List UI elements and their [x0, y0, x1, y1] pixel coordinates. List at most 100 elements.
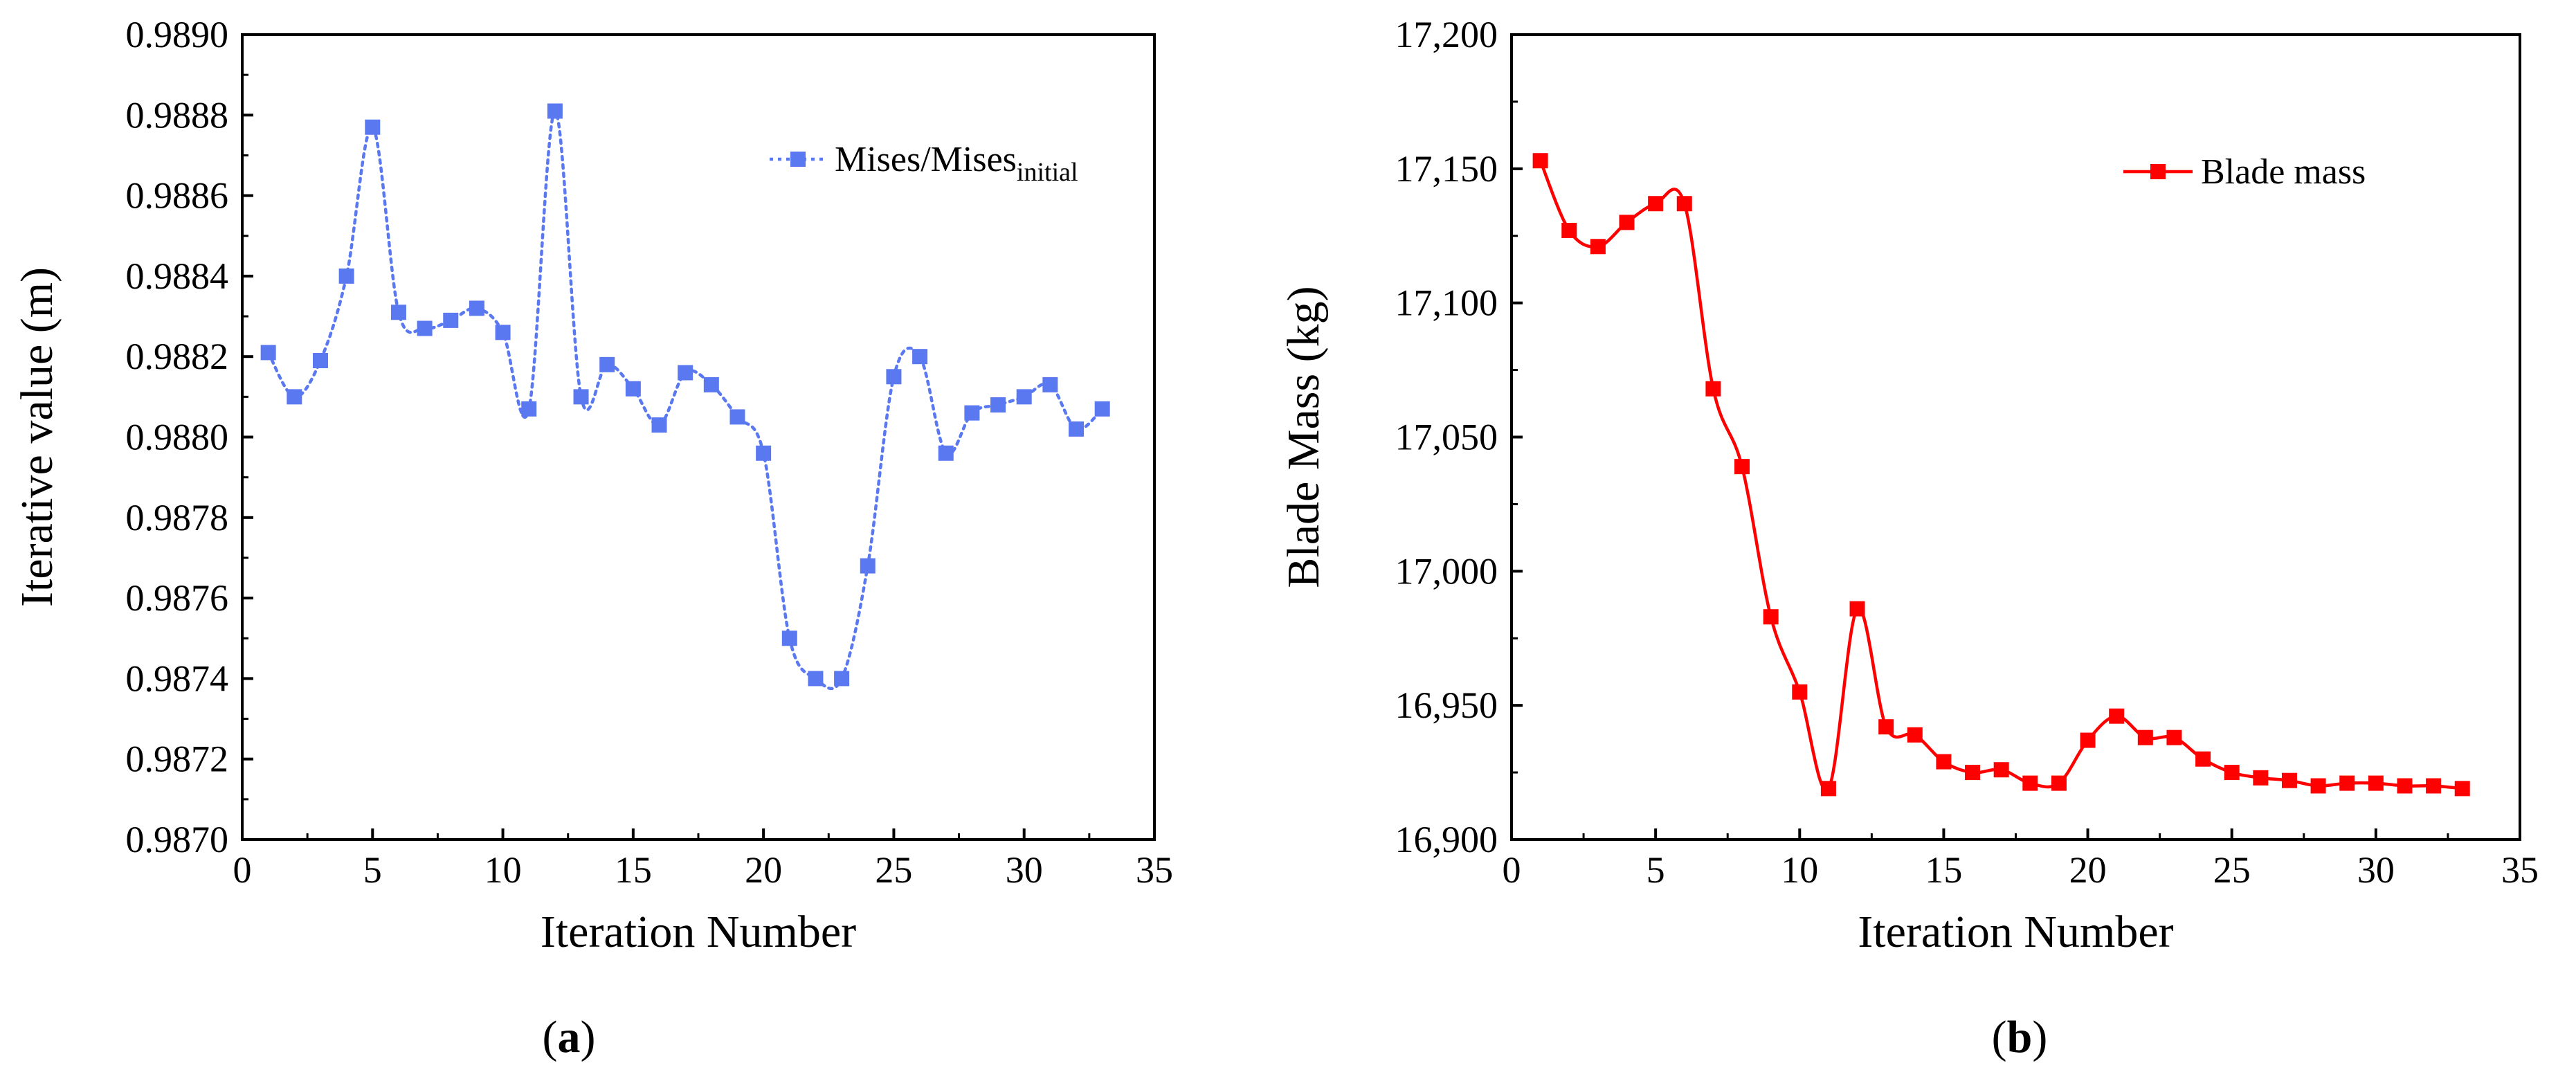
data-point: [599, 356, 615, 372]
data-point: [287, 389, 302, 405]
data-point: [1042, 377, 1058, 392]
data-point: [1849, 601, 1865, 617]
data-point: [964, 405, 980, 421]
data-point: [1619, 215, 1635, 230]
data-point: [443, 312, 459, 328]
data-point: [860, 558, 876, 574]
panel-label: (a): [543, 1012, 596, 1062]
legend-name: Blade mass: [2201, 152, 2366, 192]
data-point: [1993, 762, 2009, 778]
data-point: [886, 369, 902, 385]
data-point: [1590, 239, 1606, 255]
legend-label: Blade mass: [2201, 152, 2366, 192]
data-point: [1878, 719, 1894, 735]
data-point: [2051, 775, 2067, 791]
x-axis-label: Iteration Number: [541, 907, 856, 957]
data-point: [1094, 401, 1110, 417]
y-tick-label: 17,050: [1395, 417, 1498, 458]
data-point: [547, 103, 563, 119]
legend-name: Mises/Mises: [835, 140, 1017, 179]
data-point: [2368, 775, 2384, 791]
data-point: [729, 409, 745, 425]
y-tick-label: 0.9878: [126, 497, 229, 538]
panel-label-close: ): [2032, 1012, 2047, 1062]
data-point: [469, 300, 484, 316]
data-point: [2224, 765, 2240, 781]
data-point: [495, 325, 511, 341]
y-tick-label: 0.9888: [126, 94, 229, 136]
data-point: [2080, 732, 2096, 748]
panel-label: (b): [1992, 1012, 2048, 1062]
x-tick-label: 25: [875, 849, 912, 891]
data-point: [2195, 751, 2211, 767]
x-tick-label: 25: [2213, 849, 2251, 891]
y-tick-label: 17,000: [1395, 550, 1498, 592]
data-point: [365, 119, 381, 135]
x-axis-label: Iteration Number: [1858, 907, 2173, 957]
plot-frame: [1510, 33, 2521, 841]
data-point: [1763, 609, 1779, 625]
chart-b: 0 5 10 15 20 25 30 35 16,900 16,950 17,000 17,050 17…: [1278, 14, 2539, 1062]
data-point: [2454, 781, 2470, 797]
y-tick-label: 0.9874: [126, 658, 229, 699]
data-point: [390, 305, 406, 320]
y-tick-label: 0.9886: [126, 175, 229, 217]
legend-marker: [790, 152, 806, 167]
data-point: [1532, 153, 1548, 169]
data-point: [521, 401, 537, 417]
y-tick-label: 0.9880: [126, 417, 229, 458]
data-point: [1965, 765, 1981, 781]
y-tick-label: 0.9876: [126, 577, 229, 619]
y-tick-label: 16,900: [1395, 819, 1498, 860]
y-tick-label: 17,200: [1395, 14, 1498, 55]
legend-marker: [2150, 164, 2166, 179]
data-point: [260, 345, 276, 361]
data-point: [1676, 196, 1692, 212]
y-tick-label: 0.9882: [126, 336, 229, 377]
data-point: [2253, 770, 2269, 786]
y-axis-label: Blade Mass (kg): [1278, 286, 1329, 588]
x-tick-label: 10: [1781, 849, 1818, 891]
data-point: [2397, 778, 2413, 794]
x-tick-label: 15: [615, 849, 652, 891]
y-tick-label: 16,950: [1395, 684, 1498, 726]
data-point: [781, 631, 797, 646]
data-point: [1016, 389, 1032, 405]
x-tick-label: 35: [2501, 849, 2539, 891]
data-point: [573, 389, 589, 405]
x-tick-label: 10: [484, 849, 522, 891]
legend-label: Mises/Misesinitial: [835, 140, 1078, 187]
data-point: [312, 353, 328, 369]
data-point: [417, 320, 433, 336]
data-point: [678, 365, 693, 381]
data-point: [1907, 727, 1923, 743]
series-line: [1539, 158, 2464, 792]
data-point: [2109, 708, 2125, 724]
chart-a: 0 5 10 15 20 25 30 35 0.9870 0.9872 0.9874 0.9876 0.…: [12, 14, 1173, 1062]
x-tick-label: 15: [1925, 849, 1962, 891]
y-tick-label: 17,100: [1395, 282, 1498, 324]
data-point: [990, 397, 1006, 412]
data-point: [703, 377, 719, 392]
x-tick-label: 0: [233, 849, 252, 891]
data-point: [625, 381, 641, 397]
x-tick-label: 20: [745, 849, 782, 891]
data-point: [338, 268, 354, 284]
y-tick-label: 0.9890: [126, 14, 229, 55]
series-line: [266, 109, 1104, 691]
data-point: [1936, 754, 1952, 770]
x-tick-label: 30: [2357, 849, 2395, 891]
x-tick-label: 5: [363, 849, 382, 891]
panel-label-close: ): [581, 1012, 596, 1062]
data-point: [2339, 775, 2355, 791]
x-tick-label: 20: [2069, 849, 2107, 891]
data-point: [2166, 729, 2182, 745]
data-point: [2310, 778, 2326, 794]
data-point: [834, 671, 850, 687]
data-point: [938, 445, 954, 461]
y-tick-label: 0.9872: [126, 738, 229, 780]
y-axis-label: Iterative value (m): [12, 267, 62, 607]
data-point: [808, 671, 824, 687]
data-point: [1792, 684, 1808, 700]
